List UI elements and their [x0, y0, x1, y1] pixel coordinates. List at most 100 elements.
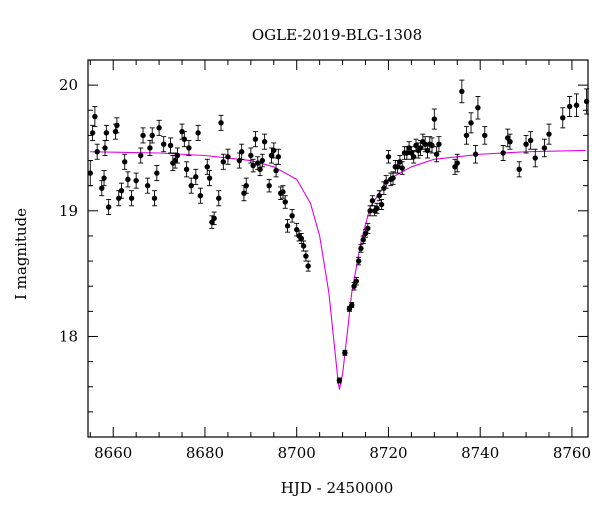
data-point	[188, 182, 194, 189]
data-point	[128, 195, 135, 201]
x-tick-label: 8660	[94, 444, 132, 462]
data-point	[475, 105, 481, 111]
x-tick-label: 8740	[461, 444, 499, 462]
data-point	[273, 167, 279, 174]
data-point	[147, 145, 153, 151]
data-point	[257, 166, 263, 173]
data-point	[99, 185, 105, 191]
data-point	[225, 154, 231, 160]
data-point	[112, 128, 119, 135]
data-point	[472, 151, 479, 157]
data-point	[275, 154, 282, 160]
data-point	[463, 132, 470, 139]
data-point	[268, 152, 275, 159]
data-point	[216, 195, 222, 201]
data-point	[280, 189, 286, 195]
data-point	[500, 150, 506, 156]
plot-frame	[87, 59, 589, 438]
data-point	[532, 155, 538, 161]
data-point	[546, 131, 552, 137]
data-point	[103, 130, 110, 136]
data-point	[144, 182, 151, 189]
data-point	[342, 350, 348, 356]
x-tick-label: 8700	[278, 444, 316, 462]
data-point	[454, 160, 460, 166]
data-point	[250, 162, 256, 169]
y-tick-label: 20	[59, 76, 78, 94]
data-point	[369, 198, 376, 204]
data-point	[336, 377, 343, 384]
data-point	[300, 243, 307, 249]
data-point	[89, 130, 96, 136]
data-point	[413, 142, 419, 149]
data-point	[181, 136, 188, 142]
data-point	[172, 157, 178, 164]
data-point	[516, 166, 522, 173]
data-point	[183, 166, 190, 173]
x-axis-label: HJD - 2450000	[281, 479, 394, 497]
data-point	[195, 130, 201, 136]
data-point	[211, 215, 217, 222]
x-tick-label: 8760	[553, 444, 591, 462]
plot-area: 8660 8680 8700 8720 8740 8760 18 19 20	[59, 59, 591, 462]
data-point	[92, 113, 98, 120]
data-point	[436, 141, 442, 147]
data-point	[118, 187, 125, 194]
data-point	[367, 208, 373, 214]
y-tick-label: 18	[59, 327, 78, 345]
data-point	[248, 152, 254, 159]
data-point	[87, 170, 93, 176]
data-point	[482, 132, 488, 139]
data-point	[138, 152, 144, 159]
data-point	[527, 137, 534, 144]
data-point	[360, 237, 366, 243]
data-point	[374, 205, 380, 211]
data-point	[238, 149, 245, 155]
data-point	[353, 278, 360, 284]
chart-title: OGLE-2019-BLG-1308	[252, 26, 422, 44]
data-point	[125, 176, 131, 183]
data-point	[243, 182, 249, 189]
data-point	[156, 125, 162, 131]
data-point	[507, 138, 513, 145]
data-point	[399, 165, 405, 171]
data-point	[151, 195, 158, 201]
data-point	[154, 170, 160, 176]
y-tick-label: 19	[59, 202, 78, 220]
x-tick-label: 8720	[369, 444, 407, 462]
data-point	[174, 152, 181, 159]
data-point	[101, 175, 107, 181]
data-point	[94, 149, 100, 155]
data-point	[259, 157, 266, 164]
data-point	[114, 122, 120, 129]
data-point	[289, 213, 295, 219]
data-point	[560, 115, 566, 121]
data-point	[218, 120, 224, 126]
data-point	[523, 141, 529, 147]
data-point	[431, 116, 438, 122]
data-point	[266, 182, 272, 189]
data-point	[140, 132, 146, 139]
data-point	[378, 201, 385, 208]
data-point	[261, 138, 268, 145]
data-point	[305, 263, 311, 269]
data-point	[390, 175, 396, 181]
data-point	[459, 88, 465, 95]
data-point	[160, 141, 167, 147]
data-point	[410, 154, 417, 160]
data-point	[358, 245, 364, 252]
data-point	[541, 145, 548, 151]
data-point	[206, 175, 213, 181]
data-point	[105, 204, 112, 210]
y-axis-label: I magnitude	[12, 208, 30, 300]
data-point	[220, 159, 227, 165]
data-point	[282, 199, 288, 205]
data-point	[204, 164, 210, 170]
data-point	[303, 253, 309, 259]
data-point	[252, 136, 259, 142]
data-point	[284, 223, 291, 229]
data-point	[566, 103, 573, 110]
data-point	[102, 145, 108, 151]
data-point	[429, 142, 435, 149]
